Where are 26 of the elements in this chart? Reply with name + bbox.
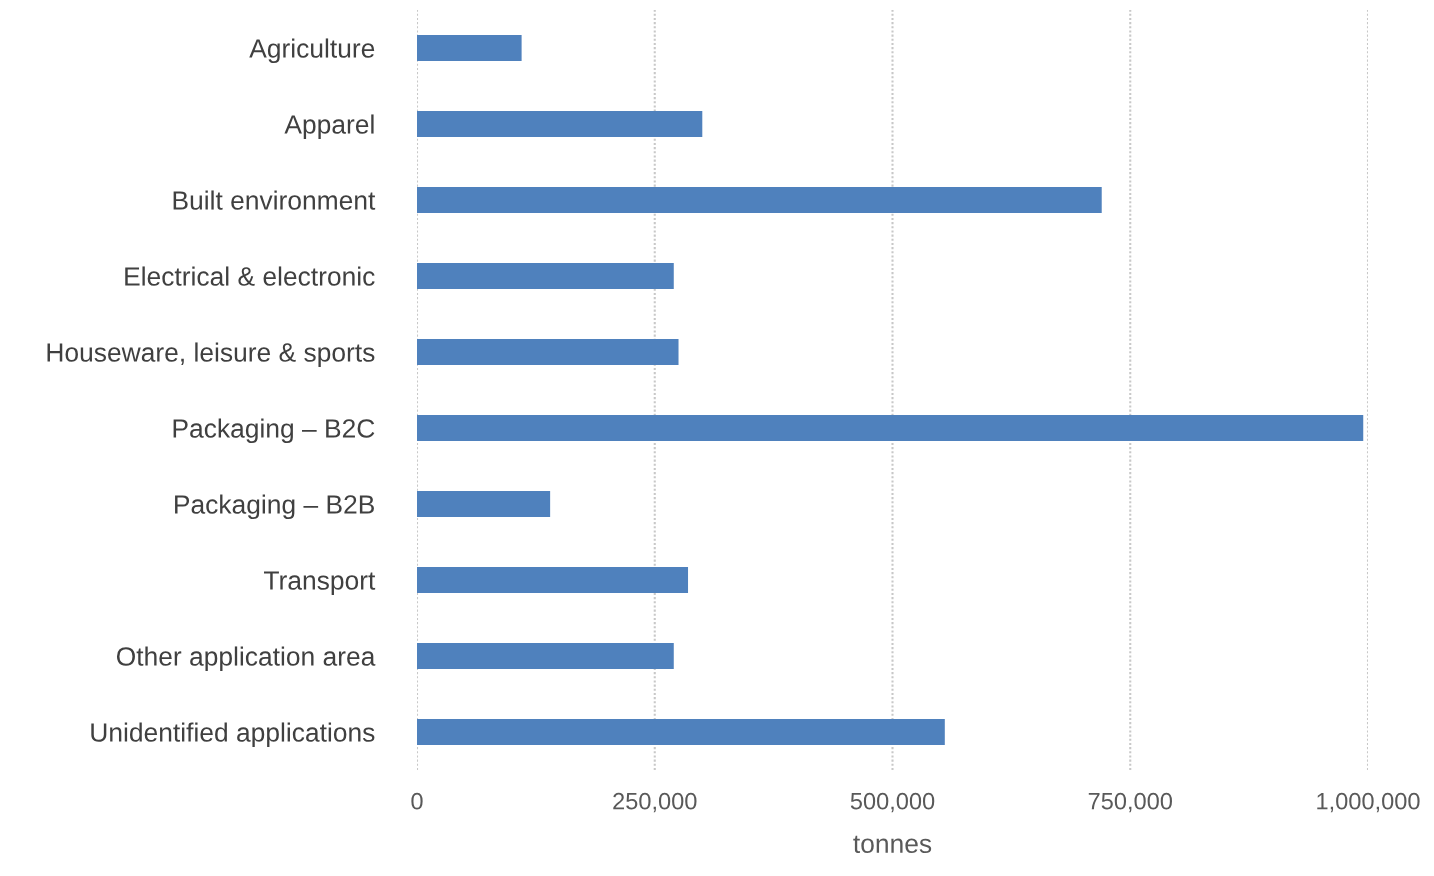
y-tick-label: Apparel xyxy=(284,114,374,140)
bar xyxy=(417,187,1102,213)
bar xyxy=(417,35,522,61)
y-tick-label: Packaging – B2B xyxy=(175,494,374,520)
bar xyxy=(417,339,679,365)
y-tick-label: Agriculture xyxy=(249,38,375,64)
bar xyxy=(417,415,1364,441)
bar xyxy=(417,719,945,745)
y-tick-label: Houseware, leisure & sports xyxy=(47,342,375,368)
bar xyxy=(417,111,703,137)
y-tick-label: Other application area xyxy=(116,646,376,672)
bar xyxy=(417,567,689,593)
x-axis-title: tonnes xyxy=(853,835,932,854)
x-tick-label: 750,000 xyxy=(1088,792,1172,813)
bar xyxy=(417,263,674,289)
y-tick-label: Unidentified applications xyxy=(91,722,375,748)
bar xyxy=(417,643,674,669)
y-tick-label: Packaging – B2C xyxy=(173,418,375,444)
x-tick-label: 1,000,000 xyxy=(1317,792,1420,813)
y-tick-label: Electrical & electronic xyxy=(125,266,375,286)
x-tick-label: 500,000 xyxy=(850,792,935,813)
y-tick-label: Transport xyxy=(264,571,376,596)
x-tick-label: 250,000 xyxy=(613,792,697,813)
x-tick-label: 0 xyxy=(411,792,423,810)
bar xyxy=(417,491,551,517)
y-tick-label: Built environment xyxy=(173,190,376,210)
